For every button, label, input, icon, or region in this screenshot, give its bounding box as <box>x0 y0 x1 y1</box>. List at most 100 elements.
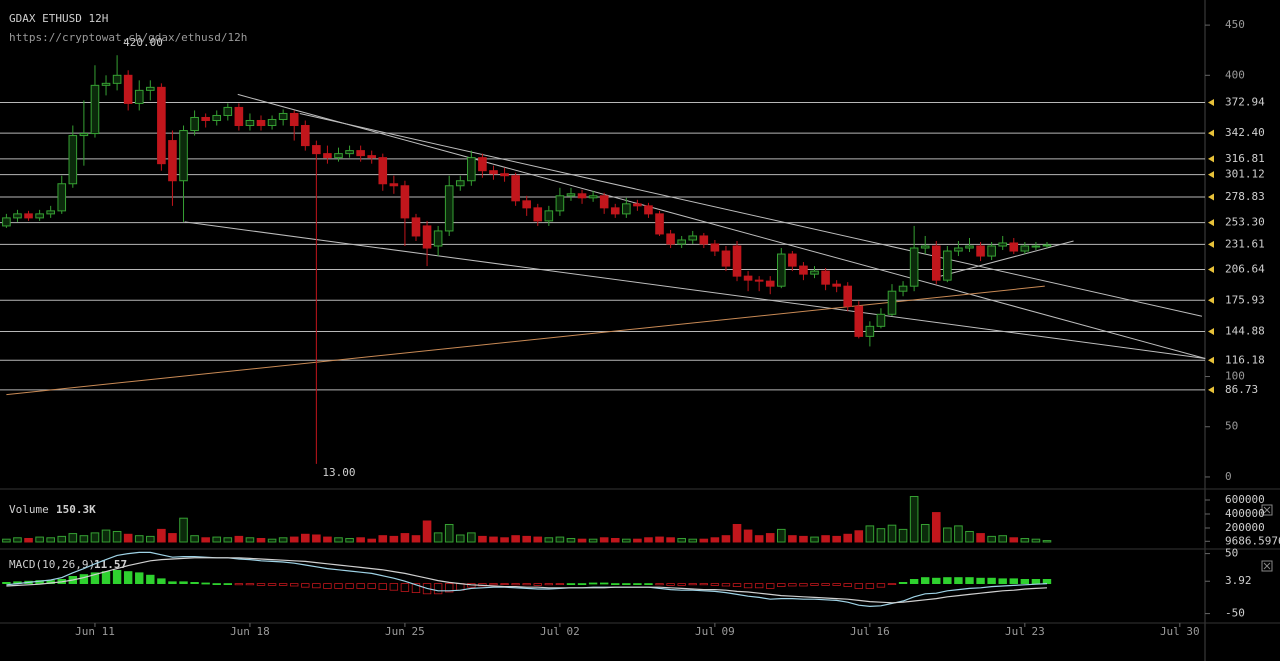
histogram-bar <box>832 583 841 586</box>
candle-body <box>677 239 686 245</box>
histogram-bar <box>932 577 941 585</box>
histogram-bar <box>588 582 598 585</box>
histogram-bar <box>411 583 421 593</box>
volume-bar <box>1020 537 1030 543</box>
level-marker <box>1208 386 1214 394</box>
volume-value: 150.3K <box>56 503 96 516</box>
volume-bar <box>2 538 11 543</box>
candle-body <box>256 119 266 127</box>
y-tick-label: 600000 <box>1225 493 1265 506</box>
chart-url[interactable]: https://cryptowat.ch/gdax/ethusd/12h <box>9 31 247 44</box>
volume-bar <box>289 536 299 543</box>
volume-bar <box>644 537 653 543</box>
level-label: 301.12 <box>1225 168 1265 181</box>
volume-bar <box>876 528 886 543</box>
histogram-bar <box>655 583 664 586</box>
volume-bar <box>1009 537 1019 543</box>
volume-bar <box>478 535 487 543</box>
candle-body <box>920 245 930 249</box>
candle-body <box>732 245 742 277</box>
trendline <box>299 112 1203 317</box>
candle-body <box>223 106 233 116</box>
close-panel-button[interactable] <box>1261 560 1273 572</box>
macd-label: MACD(10,26,9) <box>9 558 95 571</box>
annotation: 420.00 <box>123 36 163 49</box>
x-tick-label: Jul 02 <box>540 625 580 638</box>
candle-body <box>876 313 886 327</box>
histogram-bar <box>201 582 210 585</box>
volume-bar <box>123 533 133 543</box>
volume-bar <box>898 528 908 543</box>
candle-body <box>367 155 377 159</box>
histogram-bar <box>400 583 410 592</box>
volume-bar <box>688 538 698 543</box>
candle-body <box>444 185 454 232</box>
volume-bar <box>721 535 731 543</box>
histogram-bar <box>699 583 709 586</box>
volume-bar <box>555 536 565 543</box>
candle-body <box>799 265 808 275</box>
histogram-bar <box>677 583 686 586</box>
volume-bar <box>422 520 432 543</box>
close-panel-button[interactable] <box>1261 504 1273 516</box>
candle-body <box>46 210 55 215</box>
candle-body <box>622 203 631 215</box>
volume-bar <box>433 532 443 543</box>
volume-bar <box>622 538 631 543</box>
candle-body <box>212 114 222 121</box>
histogram-bar <box>489 583 498 586</box>
histogram-bar <box>157 578 166 584</box>
histogram-bar <box>788 583 797 587</box>
histogram-bar <box>599 582 609 585</box>
candle-body <box>134 89 144 104</box>
volume-bar <box>500 537 509 543</box>
histogram-bar <box>954 577 963 584</box>
candle-body <box>533 207 543 222</box>
candle-body <box>90 84 100 135</box>
candle-body <box>865 325 875 337</box>
volume-bar <box>633 538 642 543</box>
y-tick-label: 9686.5976 <box>1225 534 1280 547</box>
candle-body <box>644 205 653 215</box>
y-tick-label: 100 <box>1225 370 1245 383</box>
candle-body <box>976 245 985 257</box>
candle-body <box>710 243 720 252</box>
volume-bar <box>245 537 255 543</box>
candle-body <box>655 213 664 235</box>
histogram-bar <box>212 583 221 585</box>
volume-bar <box>577 538 587 543</box>
histogram-bar <box>577 583 587 585</box>
candle-body <box>500 173 509 177</box>
candle-body <box>998 242 1008 247</box>
volume-bar <box>367 538 377 543</box>
volume-bar <box>511 535 520 543</box>
macd-value: 11.57 <box>94 558 127 571</box>
level-marker <box>1208 327 1214 335</box>
histogram-bar <box>190 582 199 585</box>
volume-bar <box>334 537 343 543</box>
candle-body <box>79 133 89 137</box>
x-tick-label: Jul 09 <box>695 625 735 638</box>
volume-bar <box>24 537 33 543</box>
histogram-bar <box>810 583 819 586</box>
histogram-bar <box>378 583 387 590</box>
histogram-bar <box>965 577 974 584</box>
histogram-bar <box>290 583 299 587</box>
histogram-bar <box>79 574 89 584</box>
histogram-bar <box>112 570 122 585</box>
volume-bar <box>887 524 897 543</box>
histogram-bar <box>622 583 631 585</box>
volume-bar <box>931 512 941 543</box>
histogram-bar <box>943 577 952 584</box>
histogram-bar <box>444 583 454 593</box>
candle-body <box>356 150 365 157</box>
volume-bar <box>234 535 244 543</box>
candle-body <box>743 275 753 281</box>
level-marker <box>1208 265 1214 273</box>
volume-bar <box>954 525 963 543</box>
chart-title: GDAX ETHUSD 12H <box>9 12 108 25</box>
candle-body <box>788 253 797 267</box>
volume-bar <box>46 537 55 543</box>
histogram-bar <box>522 583 531 586</box>
